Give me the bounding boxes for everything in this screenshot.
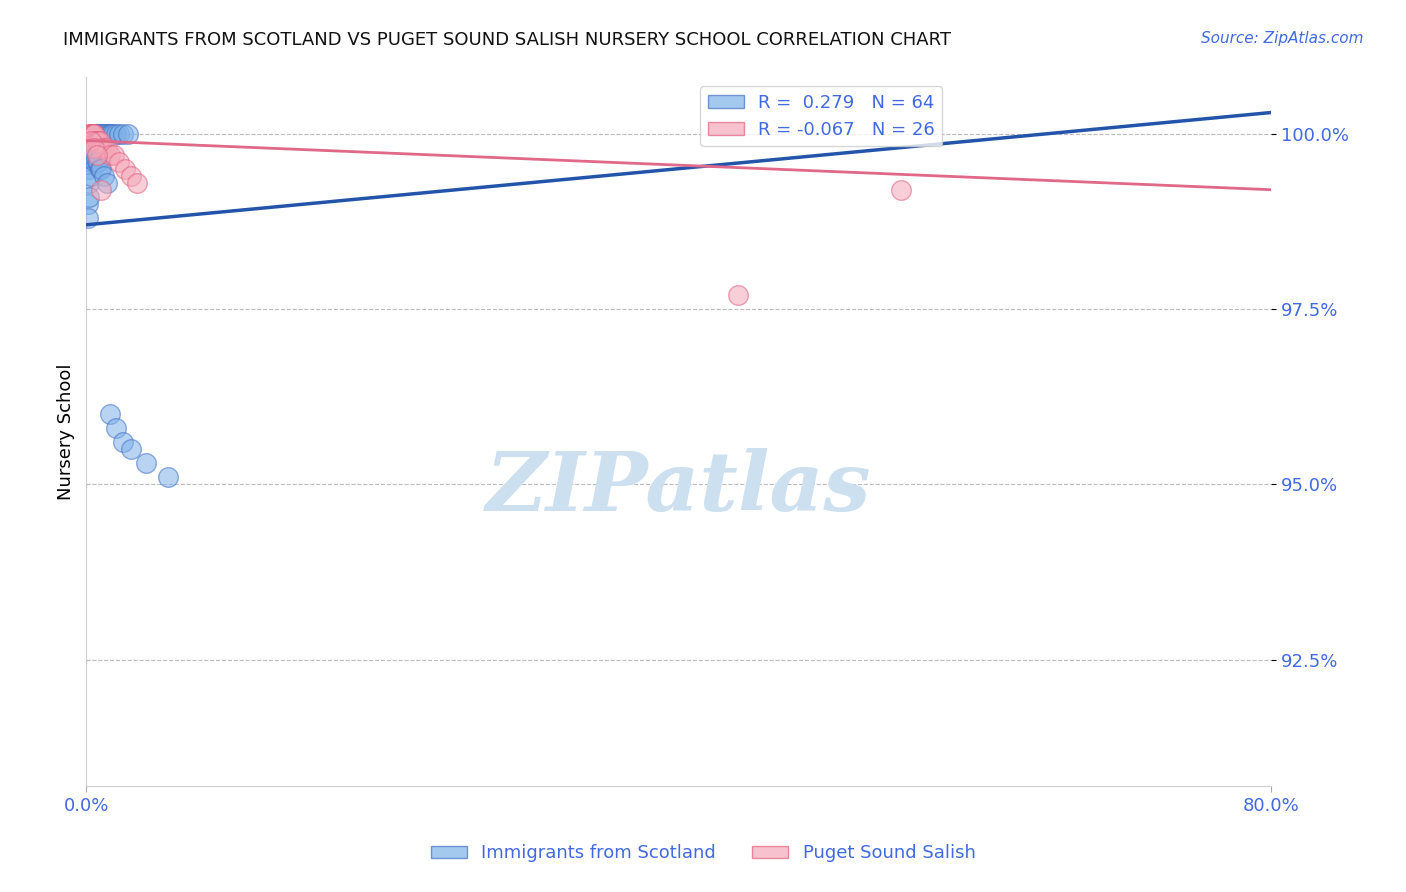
Point — [77, 127, 100, 141]
Point — [82, 140, 104, 154]
Point — [96, 127, 118, 141]
Point — [82, 140, 104, 154]
Point — [84, 134, 107, 148]
Point — [114, 161, 136, 176]
Point — [82, 134, 104, 148]
Point — [112, 435, 135, 450]
Point — [87, 134, 110, 148]
Point — [90, 161, 112, 176]
Point — [82, 127, 104, 141]
Point — [82, 127, 104, 141]
Point — [98, 407, 121, 421]
Point — [90, 134, 112, 148]
Point — [80, 127, 103, 141]
Point — [82, 127, 104, 141]
Point — [83, 140, 105, 154]
Point — [80, 134, 103, 148]
Point — [117, 127, 139, 141]
Point — [93, 127, 115, 141]
Point — [82, 127, 104, 141]
Point — [80, 127, 103, 141]
Point — [94, 127, 117, 141]
Point — [90, 183, 112, 197]
Point — [91, 127, 114, 141]
Point — [83, 127, 105, 141]
Point — [93, 140, 115, 154]
Point — [83, 127, 105, 141]
Point — [84, 154, 107, 169]
Point — [87, 127, 110, 141]
Text: ZIPatlas: ZIPatlas — [486, 449, 872, 528]
Point — [83, 127, 105, 141]
Point — [104, 127, 127, 141]
Point — [83, 134, 105, 148]
Point — [103, 147, 125, 161]
Point — [727, 288, 749, 302]
Legend: R =  0.279   N = 64, R = -0.067   N = 26: R = 0.279 N = 64, R = -0.067 N = 26 — [700, 87, 942, 146]
Point — [120, 442, 142, 457]
Point — [89, 161, 111, 176]
Point — [98, 147, 121, 161]
Point — [80, 154, 103, 169]
Point — [80, 140, 103, 154]
Legend: Immigrants from Scotland, Puget Sound Salish: Immigrants from Scotland, Puget Sound Sa… — [423, 838, 983, 870]
Point — [83, 127, 105, 141]
Point — [890, 183, 912, 197]
Point — [83, 127, 105, 141]
Point — [90, 127, 112, 141]
Point — [80, 140, 103, 154]
Point — [98, 127, 121, 141]
Point — [86, 127, 108, 141]
Point — [77, 140, 100, 154]
Point — [80, 169, 103, 183]
Point — [86, 147, 108, 161]
Point — [86, 154, 108, 169]
Point — [96, 140, 118, 154]
Point — [84, 127, 107, 141]
Point — [135, 456, 157, 470]
Point — [120, 169, 142, 183]
Point — [93, 169, 115, 183]
Point — [89, 134, 111, 148]
Point — [87, 134, 110, 148]
Point — [101, 127, 124, 141]
Point — [90, 140, 112, 154]
Point — [89, 134, 111, 148]
Point — [100, 127, 122, 141]
Point — [156, 470, 179, 484]
Point — [83, 147, 105, 161]
Point — [84, 140, 107, 154]
Point — [104, 421, 127, 435]
Y-axis label: Nursery School: Nursery School — [58, 364, 75, 500]
Point — [86, 127, 108, 141]
Point — [89, 127, 111, 141]
Point — [125, 176, 148, 190]
Point — [77, 161, 100, 176]
Point — [80, 134, 103, 148]
Point — [87, 154, 110, 169]
Point — [83, 140, 105, 154]
Point — [112, 127, 135, 141]
Point — [82, 127, 104, 141]
Text: IMMIGRANTS FROM SCOTLAND VS PUGET SOUND SALISH NURSERY SCHOOL CORRELATION CHART: IMMIGRANTS FROM SCOTLAND VS PUGET SOUND … — [63, 31, 952, 49]
Point — [84, 127, 107, 141]
Point — [84, 134, 107, 148]
Point — [86, 134, 108, 148]
Point — [80, 147, 103, 161]
Point — [86, 134, 108, 148]
Point — [91, 134, 114, 148]
Text: Source: ZipAtlas.com: Source: ZipAtlas.com — [1201, 31, 1364, 46]
Point — [82, 147, 104, 161]
Point — [108, 127, 131, 141]
Point — [96, 176, 118, 190]
Point — [76, 211, 98, 225]
Point — [108, 154, 131, 169]
Point — [76, 196, 98, 211]
Point — [77, 176, 100, 190]
Point — [97, 127, 120, 141]
Point — [77, 190, 100, 204]
